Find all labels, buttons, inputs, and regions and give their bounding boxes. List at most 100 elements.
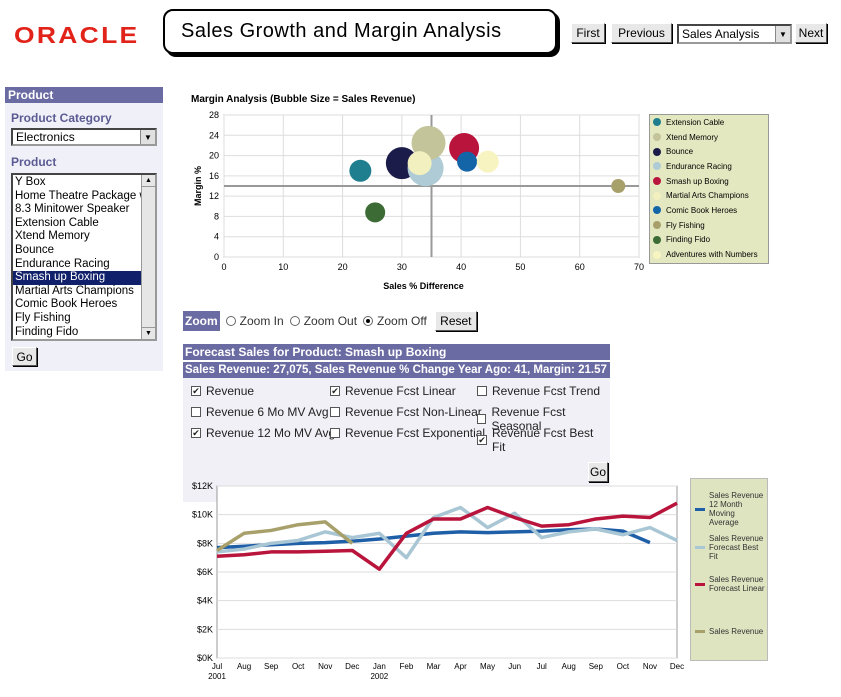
forecast-option-checkbox[interactable]: ✔ Revenue <box>191 384 254 398</box>
bubble-extension-cable <box>349 159 372 182</box>
bubble-finding-fido <box>365 202 386 223</box>
checkbox-checked-icon: ✔ <box>330 386 340 396</box>
previous-button[interactable]: Previous <box>611 23 672 43</box>
first-button[interactable]: First <box>571 23 605 43</box>
bubble-comic-book-heroes <box>457 151 478 172</box>
forecast-option-checkbox[interactable]: ✔ Revenue Fcst Linear <box>330 384 456 398</box>
scroll-down-icon[interactable]: ▼ <box>142 327 155 339</box>
scroll-up-icon[interactable]: ▲ <box>142 175 155 187</box>
x-tick-label: Nov <box>318 662 332 671</box>
forecast-title: Forecast Sales for Product: Smash up Box… <box>183 344 610 360</box>
x-tick-label: Jul <box>212 662 222 671</box>
x-tick-label: Sep <box>589 662 604 671</box>
zoom-label: Zoom <box>183 311 220 331</box>
legend-label: Finding Fido <box>666 235 711 245</box>
forecast-option-checkbox[interactable]: ✔ Revenue Fcst Best Fit <box>477 426 610 454</box>
y-tick-label: $8K <box>197 538 213 548</box>
forecast-option-label: Revenue Fcst Best Fit <box>492 426 594 454</box>
y-tick-label: $0K <box>197 653 213 663</box>
product-category-select[interactable]: Electronics ▼ <box>11 128 157 146</box>
year-label: 2001 <box>208 672 226 681</box>
bubble-fly-fishing <box>611 179 626 193</box>
product-list-item[interactable]: Extension Cable <box>15 216 99 229</box>
legend-swatch-icon <box>695 630 705 633</box>
product-list-item[interactable]: Home Theatre Package w <box>15 189 143 202</box>
zoom-out-radio[interactable]: Zoom Out <box>289 314 358 328</box>
y-tick-label: 24 <box>209 130 219 140</box>
legend-swatch-icon <box>653 235 661 244</box>
line-legend-entry: Sales Revenue 12 Month Moving Average <box>695 491 765 527</box>
zoom-off-radio[interactable]: Zoom Off <box>363 314 427 328</box>
y-tick-label: $10K <box>192 510 213 520</box>
forecast-option-label: Revenue <box>206 384 255 398</box>
legend-label: Bounce <box>666 147 694 157</box>
legend-entry: Fly Fishing <box>650 218 768 233</box>
legend-label: Martial Arts Champions <box>666 191 749 201</box>
product-list-item[interactable]: Smash up Boxing <box>13 271 143 285</box>
y-tick-label: $12K <box>192 481 213 491</box>
product-list-item[interactable]: Martial Arts Champions <box>15 284 134 297</box>
legend-entry: Finding Fido <box>650 233 768 248</box>
x-tick-label: Mar <box>427 662 441 671</box>
product-list-item[interactable]: Endurance Racing <box>15 257 110 270</box>
checkbox-checked-icon: ✔ <box>477 435 487 445</box>
forecast-option-checkbox[interactable]: Revenue 6 Mo MV Avg <box>191 405 329 419</box>
product-list-item[interactable]: Fly Fishing <box>15 311 71 324</box>
forecast-go-button[interactable]: Go <box>588 462 608 482</box>
product-list-item[interactable]: 8.3 Minitower Speaker <box>15 203 130 216</box>
legend-swatch-icon <box>653 250 661 259</box>
x-tick-label: Dec <box>345 662 359 671</box>
x-tick-label: 20 <box>338 262 348 272</box>
forecast-option-checkbox[interactable]: Revenue Fcst Exponential <box>330 426 485 440</box>
zoom-out-label: Zoom Out <box>303 314 358 328</box>
y-tick-label: 4 <box>214 232 219 242</box>
legend-entry: Comic Book Heroes <box>650 203 768 218</box>
y-axis-label: Margin % <box>193 166 203 206</box>
x-tick-label: Oct <box>617 662 630 671</box>
x-tick-label: Aug <box>237 662 251 671</box>
chevron-down-icon[interactable]: ▼ <box>140 130 155 144</box>
next-button[interactable]: Next <box>795 23 827 43</box>
x-tick-label: Nov <box>643 662 657 671</box>
chevron-down-icon[interactable]: ▼ <box>775 26 790 42</box>
line-legend-entry: Sales Revenue Forecast Best Fit <box>695 534 765 561</box>
product-list-item[interactable]: Finding Fido <box>15 325 79 338</box>
listbox-scrollbar[interactable]: ▲ ▼ <box>141 175 155 339</box>
line-legend-label: Sales Revenue Forecast Linear <box>709 575 765 593</box>
forecast-option-checkbox[interactable]: Revenue Fcst Trend <box>477 384 600 398</box>
zoom-reset-button[interactable]: Reset <box>434 311 477 331</box>
legend-swatch-icon <box>653 191 661 200</box>
product-list-item[interactable]: Comic Book Heroes <box>15 298 118 311</box>
checkbox-checked-icon: ✔ <box>191 386 201 396</box>
product-list-item[interactable]: Xtend Memory <box>15 230 90 243</box>
legend-swatch-icon <box>653 147 661 156</box>
product-go-button[interactable]: Go <box>12 347 37 366</box>
forecast-option-checkbox[interactable]: ✔ Revenue 12 Mo MV Avg <box>191 426 335 440</box>
product-category-label: Product Category <box>11 111 112 125</box>
legend-label: Xtend Memory <box>666 132 719 142</box>
forecast-option-checkbox[interactable]: Revenue Fcst Seasonal <box>477 405 610 433</box>
report-select[interactable]: Sales Analysis ▼ <box>677 24 792 44</box>
legend-swatch-icon <box>695 582 705 586</box>
product-listbox[interactable]: Y Box Home Theatre Package w 8.3 Minitower… <box>11 173 157 341</box>
bubble-chart: 0 4 8 12 16 20 24 28 0 10 20 30 40 50 60 70 Sales % Diff… <box>193 110 644 291</box>
forecast-option-label: Revenue Fcst Exponential <box>345 426 486 440</box>
radio-icon <box>289 316 300 326</box>
y-tick-label: 8 <box>214 211 219 221</box>
product-list-item[interactable]: Y Box <box>15 176 46 188</box>
y-tick-label: $2K <box>197 624 213 634</box>
y-tick-label: 0 <box>214 252 219 262</box>
forecast-option-checkbox[interactable]: Revenue Fcst Non-Linear <box>330 405 482 419</box>
x-tick-label: Jan <box>373 662 386 671</box>
radio-icon <box>225 316 236 326</box>
series-line-sales-revenue-forecast-best-fit <box>216 505 678 560</box>
y-tick-label: 12 <box>209 191 219 201</box>
y-tick-label: 20 <box>209 151 219 161</box>
zoom-in-radio[interactable]: Zoom In <box>225 314 284 328</box>
product-list-item[interactable]: Bounce <box>15 243 55 256</box>
forecast-option-label: Revenue Fcst Linear <box>345 384 456 398</box>
y-tick-label: $6K <box>197 567 213 577</box>
x-tick-label: Sep <box>264 662 279 671</box>
x-tick-label: May <box>480 662 495 671</box>
x-tick-label: 40 <box>456 262 466 272</box>
